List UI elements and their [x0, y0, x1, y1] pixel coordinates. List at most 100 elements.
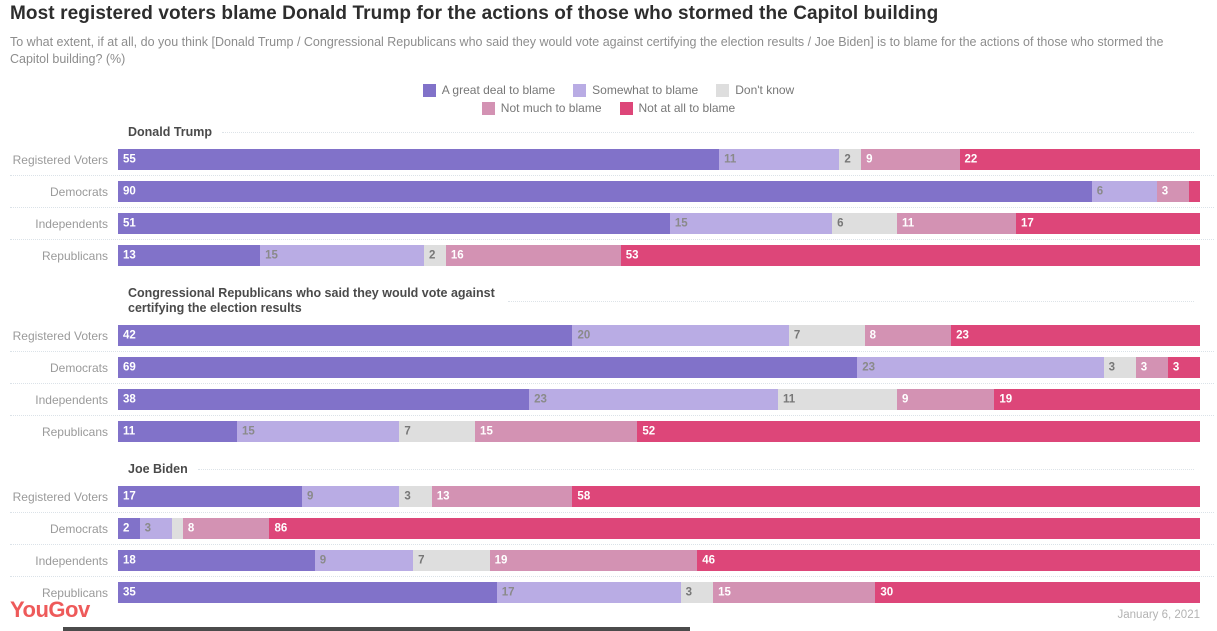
bar-segment: 52	[637, 421, 1200, 442]
bar-segment: 9	[861, 149, 960, 170]
bar-segment: 13	[118, 245, 261, 266]
stacked-bar: 2 3 8 86	[118, 518, 1200, 539]
bar-segment	[172, 518, 183, 539]
bar-segment: 19	[489, 550, 698, 571]
bar-segment: 3	[1103, 357, 1136, 378]
legend-swatch-icon	[422, 83, 436, 97]
bar-segment: 11	[118, 421, 238, 442]
table-row: Republicans 11 15 7 15 52	[10, 415, 1214, 447]
bar-segment: 69	[118, 357, 858, 378]
chart-section: Donald Trump Registered Voters 55 11 2 9 22 Dem…	[10, 125, 1214, 271]
chart: Donald Trump Registered Voters 55 11 2 9 22 Dem…	[10, 125, 1214, 608]
bar-value-label: 53	[625, 248, 639, 261]
bar-segment: 8	[864, 325, 952, 346]
bar-segment: 11	[719, 149, 840, 170]
bar-value-label: 2	[429, 248, 436, 261]
bar-value-label: 3	[1172, 360, 1180, 373]
bar-value-label: 17	[1021, 216, 1034, 229]
bar-segment: 15	[713, 582, 876, 603]
table-row: Republicans 13 15 2 16 53	[10, 239, 1214, 271]
table-row: Registered Voters 55 11 2 9 22	[10, 144, 1214, 175]
bar-value-label: 15	[480, 424, 493, 437]
bar-value-label: 17	[501, 585, 515, 598]
bar-value-label: 3	[1161, 184, 1169, 197]
legend-label: Don't know	[735, 83, 795, 97]
row-label: Democrats	[49, 521, 108, 536]
bar-value-label: 15	[674, 216, 688, 229]
row-label: Independents	[35, 392, 108, 407]
bar-segment: 7	[788, 325, 865, 346]
bar-segment: 23	[951, 325, 1200, 346]
bar-segment: 9	[897, 389, 995, 410]
bar-value-label: 6	[837, 216, 844, 229]
bar-value-label: 42	[123, 328, 136, 341]
bar-value-label: 11	[902, 216, 915, 229]
legend-label: Not much to blame	[500, 101, 602, 115]
bar-segment: 2	[424, 245, 446, 266]
row-label: Registered Voters	[12, 489, 108, 504]
legend-item: Not much to blame	[481, 101, 602, 115]
bar-value-label: 23	[534, 392, 547, 405]
bar-value-label: 6	[1096, 184, 1104, 197]
bar-segment: 6	[832, 213, 898, 234]
stacked-bar: 18 9 7 19 46	[118, 550, 1200, 571]
bar-value-label: 13	[436, 489, 450, 502]
chart-legend: A great deal to blame Somewhat to blame Do…	[10, 83, 1207, 115]
bar-segment: 3	[399, 486, 432, 507]
bar-segment: 7	[413, 550, 490, 571]
bar-value-label: 2	[123, 521, 130, 534]
legend-label: Somewhat to blame	[592, 83, 699, 97]
bar-segment: 16	[445, 245, 621, 266]
table-row: Independents 38 23 11 9 19	[10, 383, 1214, 415]
bar-segment: 23	[857, 357, 1104, 378]
bar-segment: 3	[1156, 181, 1190, 202]
bar-segment: 22	[959, 149, 1200, 170]
bar-value-label: 13	[123, 248, 136, 261]
bar-segment: 17	[1016, 213, 1200, 234]
legend-swatch-icon	[619, 101, 633, 115]
bar-value-label: 19	[494, 553, 508, 566]
bar-value-label: 58	[577, 489, 591, 502]
bar-segment: 2	[839, 149, 862, 170]
bar-value-label: 23	[956, 328, 969, 341]
stacked-bar: 90 6 3	[118, 181, 1200, 202]
bar-value-label: 22	[964, 152, 978, 165]
legend-swatch-icon	[716, 83, 730, 97]
row-label: Registered Voters	[12, 152, 108, 167]
table-row: Independents 51 15 6 11 17	[10, 207, 1214, 239]
bar-segment: 53	[620, 245, 1200, 266]
stacked-bar: 51 15 6 11 17	[118, 213, 1200, 234]
bar-segment: 17	[496, 582, 681, 603]
bar-value-label: 52	[642, 424, 656, 437]
row-label: Democrats	[49, 184, 108, 199]
bar-value-label: 30	[880, 585, 894, 598]
table-row: Independents 18 9 7 19 46	[10, 544, 1214, 576]
page-title: Most registered voters blame Donald Trum…	[10, 3, 939, 24]
stacked-bar: 35 17 3 15 30	[118, 582, 1200, 603]
bar-segment: 19	[994, 389, 1200, 410]
bar-segment: 86	[269, 518, 1200, 539]
section-header: Congressional Republicans who said they …	[128, 286, 1207, 316]
stacked-bar: 11 15 7 15 52	[118, 421, 1200, 442]
bar-value-label: 3	[1140, 360, 1148, 373]
table-row: Democrats 2 3 8 86	[10, 512, 1214, 544]
bar-value-label: 90	[123, 184, 136, 197]
stacked-bar: 17 9 3 13 58	[118, 486, 1200, 507]
section-header: Joe Biden	[128, 462, 1207, 477]
table-row: Registered Voters 42 20 7 8 23	[10, 320, 1214, 351]
bar-value-label: 20	[577, 328, 591, 341]
legend-label: A great deal to blame	[441, 83, 556, 97]
legend-row: A great deal to blame Somewhat to blame Do…	[10, 83, 1207, 97]
bar-segment: 15	[475, 421, 638, 442]
bar-segment: 11	[778, 389, 898, 410]
bar-segment: 15	[669, 213, 833, 234]
bar-value-label: 11	[724, 152, 737, 165]
horizontal-scrollbar-thumb[interactable]	[63, 627, 690, 631]
bar-segment: 30	[875, 582, 1200, 603]
legend-item: Not at all to blame	[619, 101, 735, 115]
legend-item: A great deal to blame	[422, 83, 556, 97]
bar-segment: 17	[118, 486, 302, 507]
bar-segment: 13	[431, 486, 573, 507]
bar-value-label: 35	[123, 585, 136, 598]
bar-value-label: 55	[123, 152, 136, 165]
